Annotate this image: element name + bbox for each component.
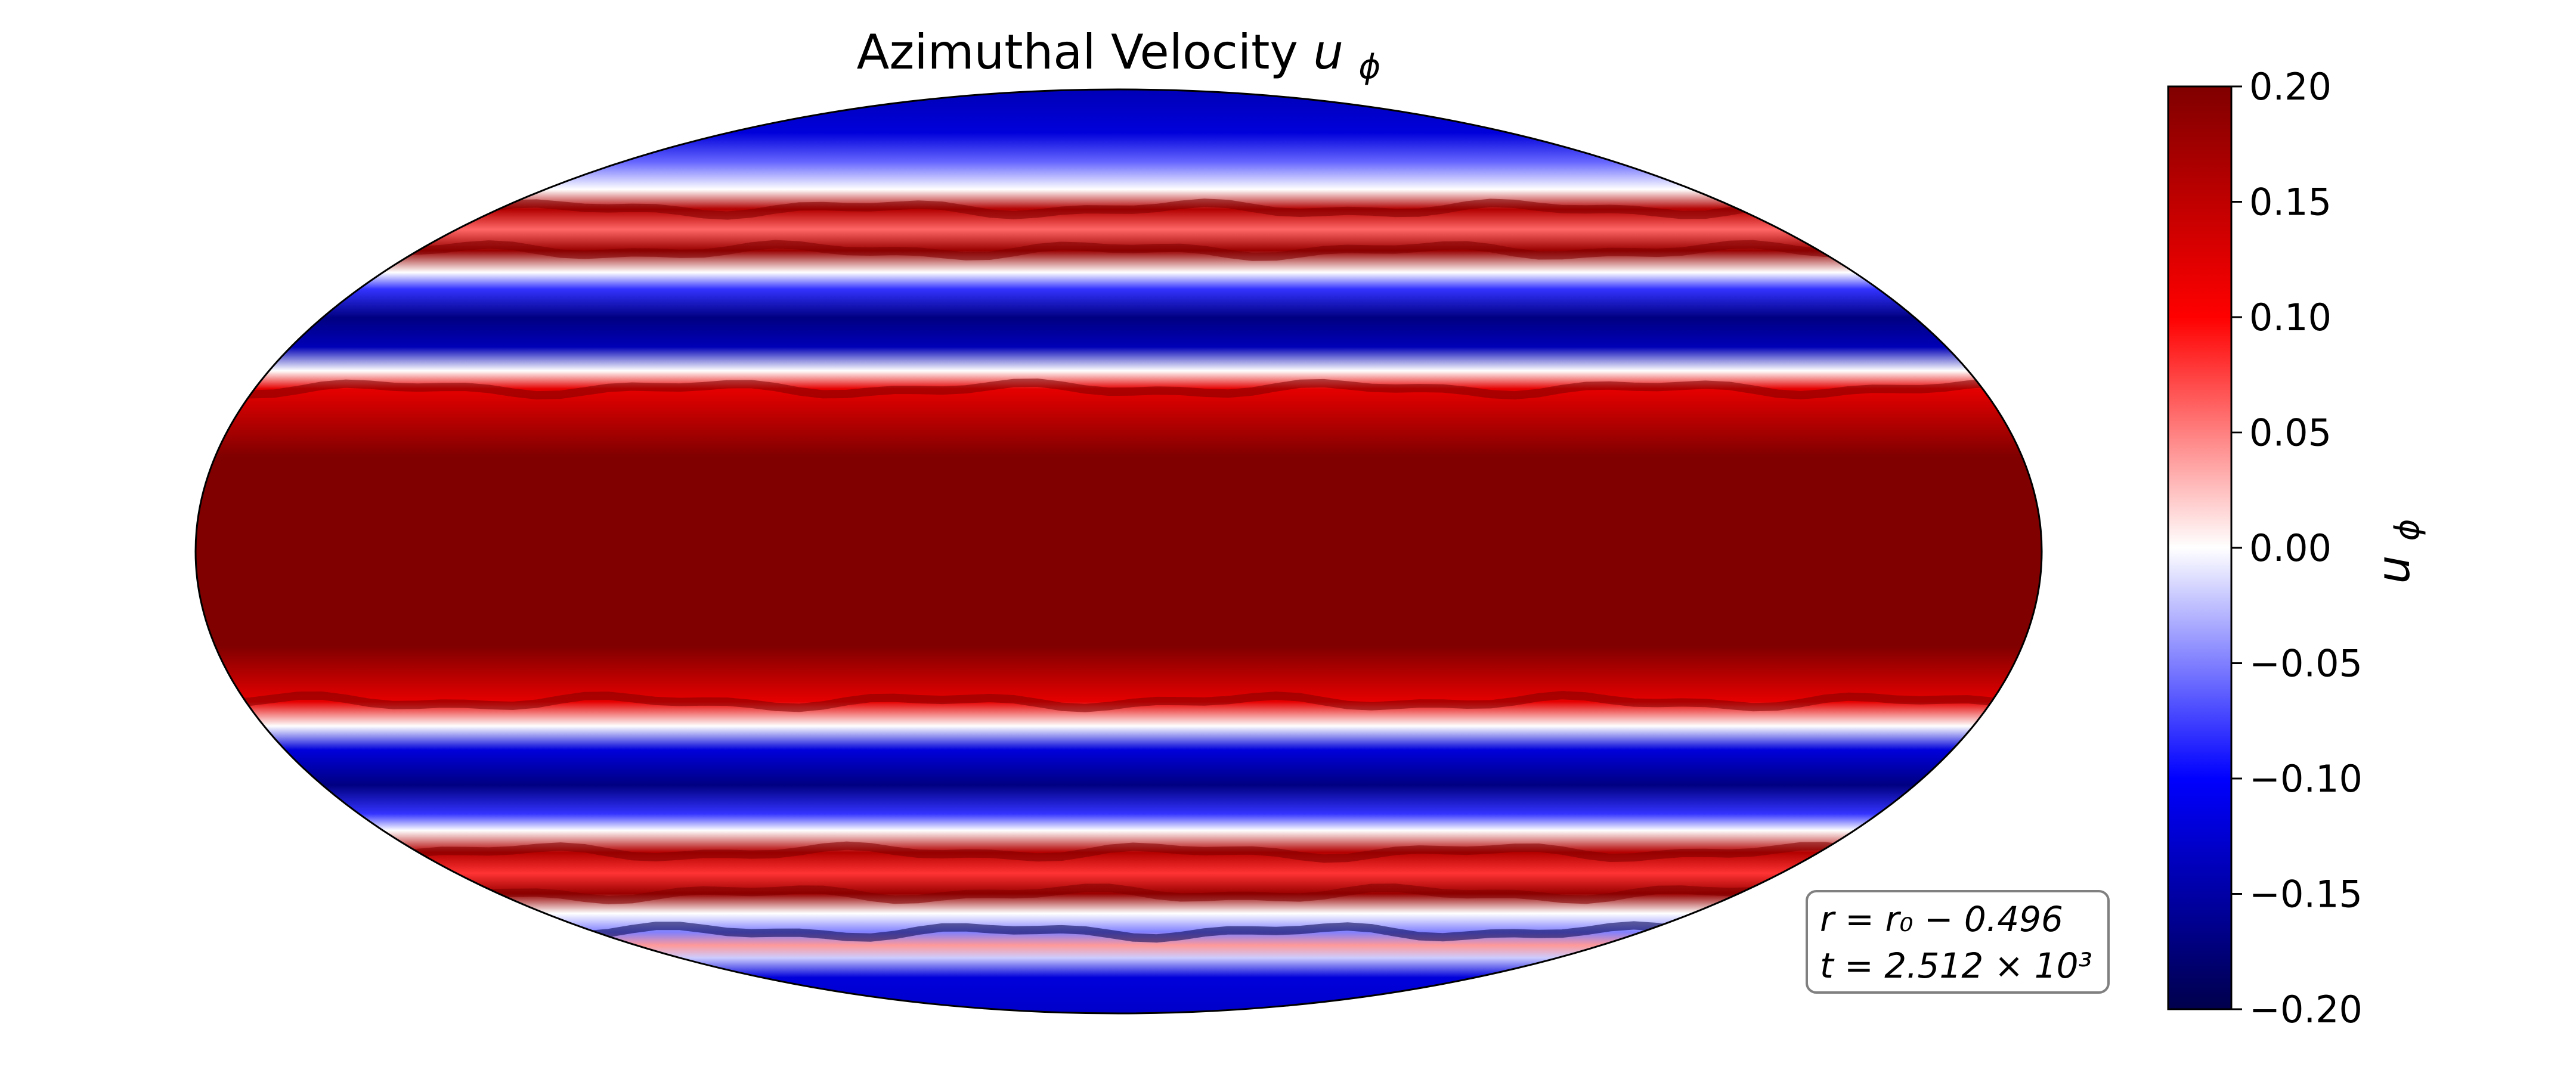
colorbar: 0.20 0.15 0.10 0.05 0.00 −0.05 −0.10 −0.15 −0.20…: [2167, 65, 2427, 1031]
title-symbol: u: [1313, 24, 1343, 80]
colorbar-label-subscript: ϕ: [2388, 519, 2427, 541]
colorbar-tick-label: 0.05: [2249, 411, 2332, 455]
colorbar-tick-label: 0.15: [2249, 181, 2332, 224]
title-subscript: ϕ: [1358, 48, 1380, 86]
colorbar-tick-label: 0.20: [2249, 65, 2332, 108]
mollweide-map: [194, 88, 2043, 1015]
colorbar-tick-label: 0.00: [2249, 526, 2332, 570]
colorbar-tick-label: −0.15: [2249, 873, 2363, 916]
info-time: t = 2.512 × 10³: [1820, 945, 2092, 986]
band-texture-line: [196, 841, 2042, 863]
info-radius: r = r₀ − 0.496: [1820, 899, 2063, 939]
colorbar-label: u ϕ: [2367, 519, 2427, 584]
band-texture-line: [196, 378, 2042, 400]
colorbar-ticks: 0.20 0.15 0.10 0.05 0.00 −0.05 −0.10 −0.15 −0.20: [2231, 65, 2363, 1031]
map-outline: [194, 88, 2043, 1015]
colorbar-tick-label: −0.10: [2249, 757, 2363, 801]
colorbar-tick-label: 0.10: [2249, 296, 2332, 339]
info-box: r = r₀ − 0.496 t = 2.512 × 10³: [1806, 890, 2110, 994]
map-field: [196, 89, 2042, 1013]
band-texture-line: [196, 240, 2042, 261]
band-texture-line: [196, 691, 2042, 712]
colorbar-tick-label: −0.20: [2249, 988, 2363, 1031]
info-box-frame: [1806, 890, 2110, 994]
title-text: Azimuthal Velocity: [857, 24, 1298, 80]
colorbar-tick-label: −0.05: [2249, 642, 2363, 686]
chart-title: Azimuthal Velocity u ϕ: [857, 24, 1381, 86]
colorbar-label-symbol: u: [2367, 555, 2420, 584]
colorbar-fill: [2168, 86, 2231, 1009]
